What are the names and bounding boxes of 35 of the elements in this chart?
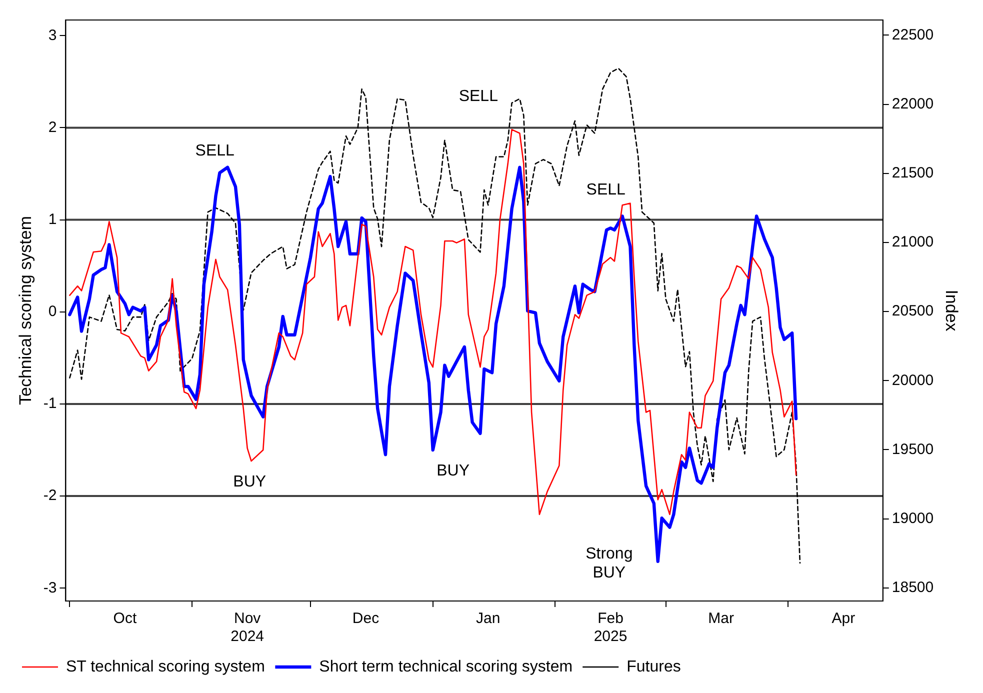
x-tick-label: Nov 2024 — [230, 610, 264, 646]
y2-tick-label: 19500 — [892, 440, 934, 458]
y-axis-title: Technical scoring system — [16, 216, 35, 405]
y-tick-label: 0 — [48, 303, 57, 320]
y2-tick-label: 22000 — [892, 95, 934, 112]
y2-tick-label: 21000 — [892, 234, 934, 251]
y2-tick-label: 19000 — [892, 510, 934, 527]
legend-label: Futures — [626, 658, 681, 676]
annotation: SELL — [586, 182, 626, 199]
x-tick-label: Jan — [476, 610, 500, 628]
y-tick-label: 1 — [48, 210, 57, 228]
y2-tick-label: 20000 — [892, 372, 934, 389]
annotation: BUY — [436, 462, 470, 480]
x-tick-label: Mar — [708, 610, 734, 628]
annotation: SELL — [195, 142, 235, 160]
y-tick-label: -2 — [43, 487, 57, 504]
legend-label: Short term technical scoring system — [319, 658, 573, 676]
y-tick-label: 2 — [48, 118, 57, 136]
legend-label: ST technical scoring system — [66, 658, 265, 676]
y-tick-label: 3 — [48, 26, 57, 44]
y2-tick-label: 21500 — [892, 164, 934, 182]
y2-tick-label: 22500 — [892, 26, 934, 44]
y-tick-label: -1 — [43, 395, 57, 412]
y2-axis-title: Index — [942, 290, 962, 332]
y-tick-label: -3 — [43, 579, 57, 596]
annotation: SELL — [458, 88, 498, 106]
annotation: BUY — [233, 473, 266, 490]
y2-tick-label: 20500 — [892, 302, 934, 320]
annotation: Strong BUY — [586, 546, 633, 582]
line-series — [69, 68, 801, 564]
x-tick-label: Apr — [832, 610, 856, 628]
y2-tick-label: 18500 — [892, 579, 934, 596]
x-tick-label: Dec — [352, 610, 380, 628]
x-tick-label: Feb 2025 — [594, 610, 628, 646]
x-tick-label: Oct — [113, 610, 138, 628]
